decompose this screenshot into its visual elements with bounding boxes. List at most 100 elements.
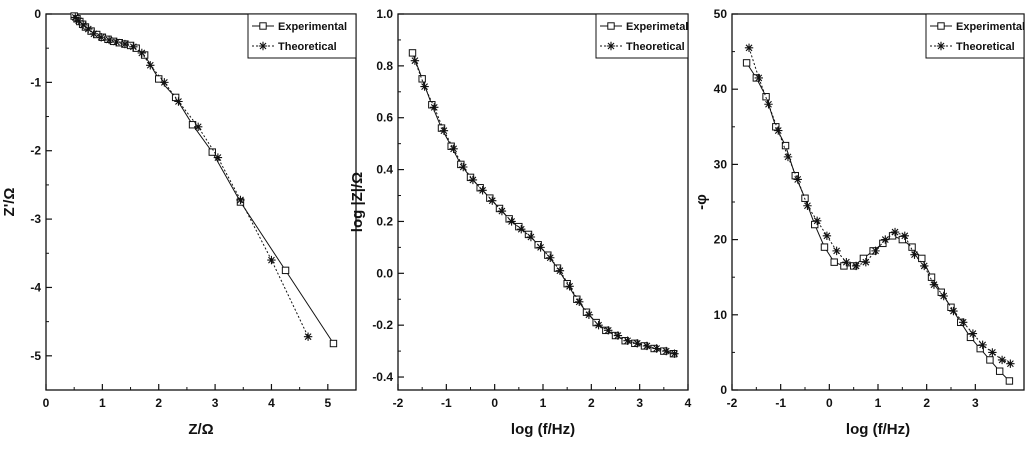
data-point <box>662 346 671 356</box>
data-point <box>842 257 851 267</box>
x-tick-label: -2 <box>393 396 404 410</box>
legend: Experimetal Theoretical <box>595 13 689 59</box>
data-point <box>995 367 1004 375</box>
data-point <box>791 171 799 180</box>
data-point <box>420 82 429 91</box>
data-point <box>71 13 80 22</box>
plot-frame <box>731 13 1025 391</box>
data-point <box>281 266 290 275</box>
data-point <box>575 297 584 307</box>
data-point <box>536 243 545 252</box>
series-line <box>414 60 675 355</box>
x-tick-label: 0 <box>491 396 498 410</box>
data-point <box>754 73 763 83</box>
x-tick-label: 2 <box>588 396 595 410</box>
data-point <box>418 75 426 83</box>
data-point <box>633 339 642 348</box>
y-tick-label: 40 <box>714 82 728 96</box>
data-point <box>774 126 783 135</box>
x-tick-label: 0 <box>826 396 833 410</box>
data-point <box>604 326 613 335</box>
data-point <box>820 243 829 251</box>
data-point <box>764 100 773 109</box>
data-point <box>449 144 458 154</box>
data-point <box>546 253 555 262</box>
series-2 <box>744 43 1015 368</box>
data-point <box>900 231 909 241</box>
data-point <box>871 246 880 256</box>
data-point <box>939 291 948 301</box>
y-tick-label: 0.4 <box>376 163 393 177</box>
data-point <box>958 318 968 327</box>
y-tick-label: 20 <box>714 233 728 247</box>
data-point <box>468 175 478 185</box>
legend-entry: Theoretical <box>626 41 685 53</box>
data-point <box>213 153 223 162</box>
data-point <box>830 258 838 266</box>
data-point <box>303 332 313 341</box>
data-point <box>781 141 790 150</box>
data-point <box>329 339 338 348</box>
data-point <box>517 225 526 234</box>
legend: Experimental Theoretical <box>247 13 357 59</box>
data-point <box>762 93 770 101</box>
y-axis-label: Z'/Ω <box>1 188 18 217</box>
chart-panel-2: -2 -1 0 1 2 3 4 -0.4 -0.2 0.0 0.2 0.4 0.6 0.8 1.0 log (… <box>349 7 692 438</box>
legend-entry: Experimental <box>956 21 1025 33</box>
data-point <box>949 306 958 316</box>
data-point <box>966 333 975 342</box>
data-point <box>606 41 616 51</box>
data-point <box>783 152 793 162</box>
data-point <box>670 349 679 358</box>
series-1 <box>742 59 1014 385</box>
data-point <box>430 103 439 112</box>
data-point <box>129 42 138 52</box>
y-tick-label: -0.4 <box>372 370 393 384</box>
data-point <box>988 348 997 357</box>
y-tick-label: 0.0 <box>376 266 393 280</box>
x-tick-label: 4 <box>685 396 692 410</box>
data-point <box>1005 377 1014 385</box>
data-point <box>84 24 93 34</box>
data-point <box>968 329 978 338</box>
y-axis-label: -φ <box>693 194 710 210</box>
data-point <box>137 48 147 58</box>
series-1 <box>408 49 678 358</box>
data-point <box>259 22 267 30</box>
data-point <box>74 16 83 26</box>
data-point <box>920 261 929 271</box>
x-tick-label: 2 <box>923 396 930 410</box>
data-point <box>79 20 88 30</box>
data-point <box>879 239 887 248</box>
y-tick-label: 0.2 <box>376 214 393 228</box>
data-point <box>832 246 841 256</box>
series-line <box>748 47 1011 365</box>
data-point <box>936 41 946 51</box>
x-tick-label: 3 <box>972 396 979 410</box>
y-tick-label: 10 <box>714 308 728 322</box>
data-point <box>881 235 890 244</box>
legend-entry: Experimental <box>278 21 347 33</box>
series-1 <box>70 12 338 348</box>
data-point <box>822 231 832 241</box>
chart-panel-1: 0 1 2 3 4 5 0 -1 -2 -3 -4 -5 Z/Ω Z'/Ω Experimental Theo… <box>1 7 357 438</box>
data-point <box>929 280 939 289</box>
data-point <box>97 33 106 42</box>
x-tick-label: 4 <box>268 396 275 410</box>
legend-box <box>247 13 357 59</box>
legend-entry: Theoretical <box>956 41 1015 53</box>
x-tick-label: 3 <box>212 396 219 410</box>
data-point <box>927 273 936 281</box>
data-point <box>937 22 945 30</box>
data-point <box>812 216 822 225</box>
x-tick-label: 1 <box>875 396 882 410</box>
data-point <box>565 282 574 291</box>
data-point <box>555 266 565 275</box>
data-point <box>146 61 155 70</box>
x-axis-label: Z/Ω <box>188 421 213 438</box>
data-point <box>978 340 987 350</box>
series-2 <box>71 13 313 341</box>
data-point <box>910 250 919 259</box>
data-point <box>104 35 114 45</box>
